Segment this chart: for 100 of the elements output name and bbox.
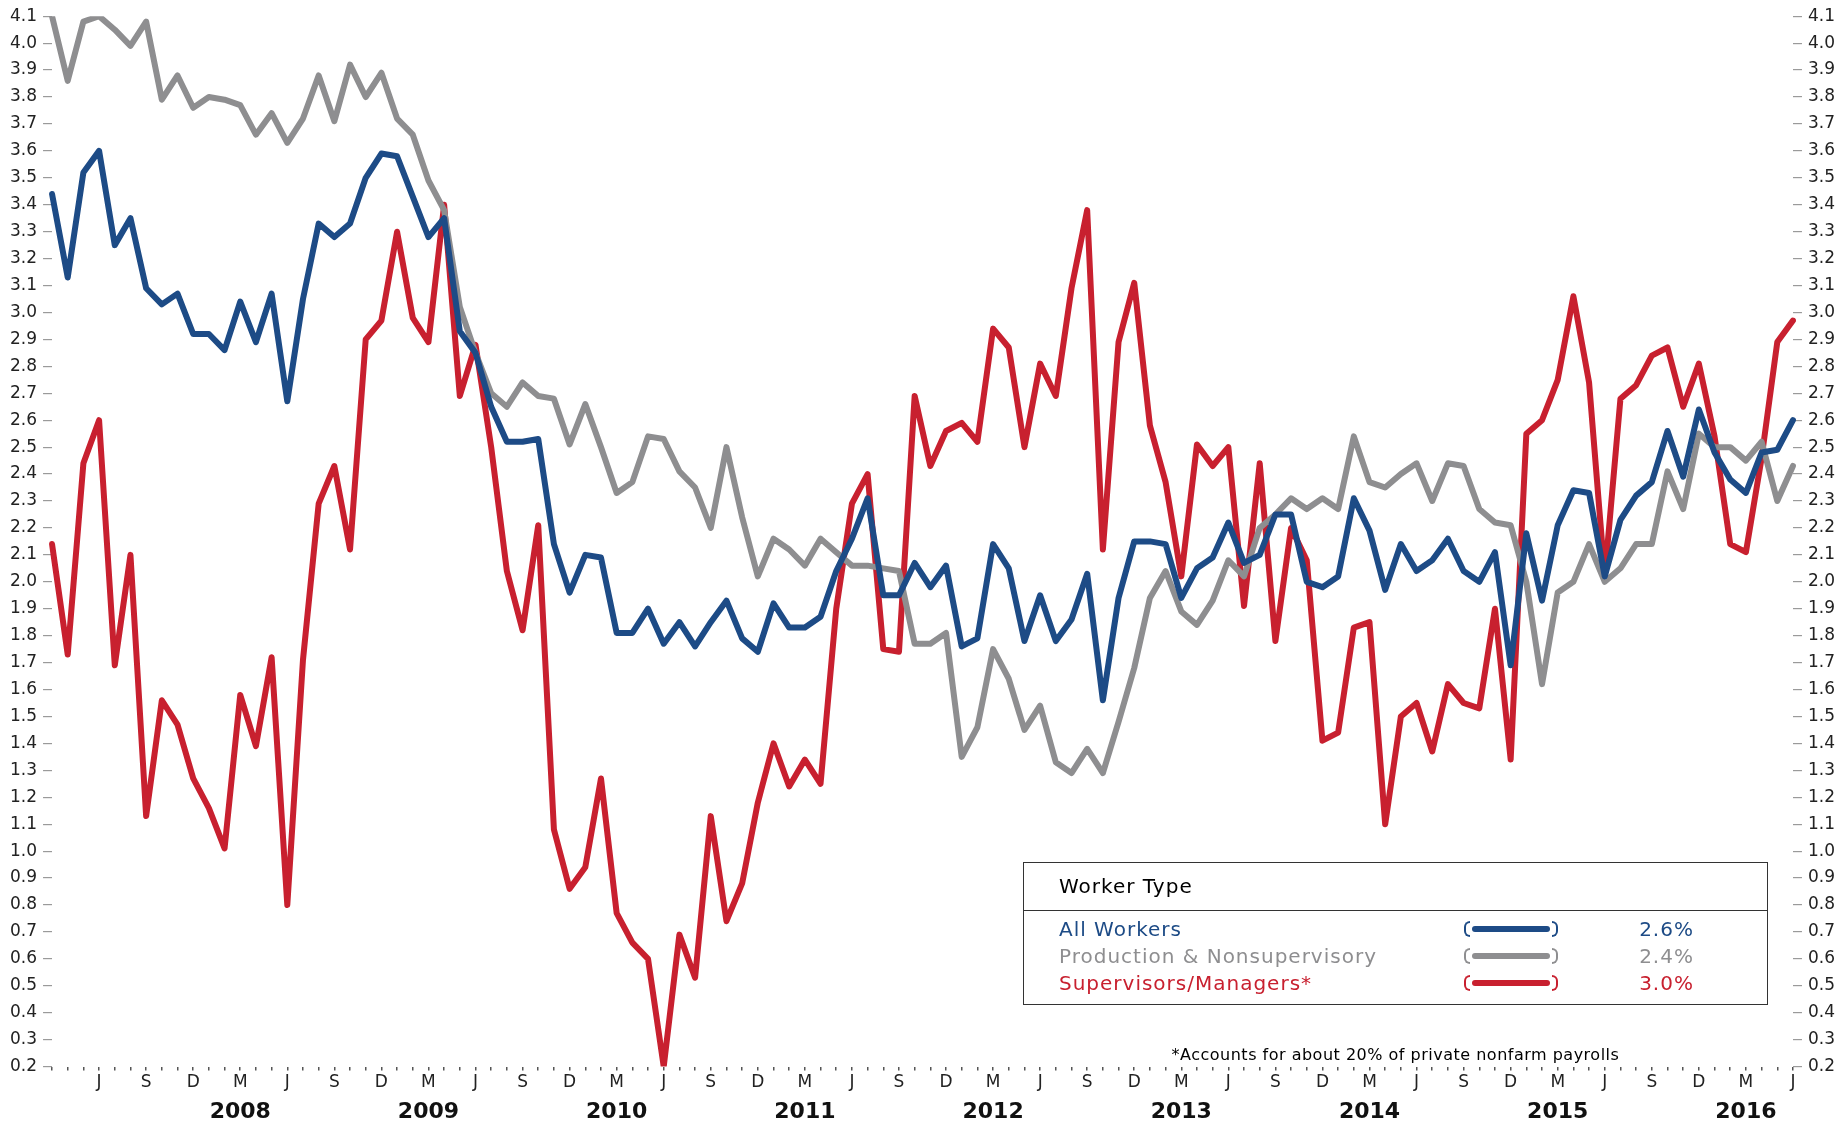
- y2-tick-label: 3.4: [1807, 193, 1836, 214]
- annotation: 2.6%: [1638, 917, 1694, 942]
- y2-tick-label: 2.8: [1807, 354, 1836, 375]
- y2-tick-label: 0.9: [1807, 866, 1836, 887]
- category-label: M 2016: [1715, 1071, 1777, 1123]
- x-tick-label: S: [1269, 1071, 1281, 1092]
- x-tick-label: J: [848, 1071, 855, 1092]
- y-tick-label: 2.9: [9, 327, 38, 348]
- y-tick-label: 3.6: [9, 139, 38, 160]
- y2-tick-label: 1.8: [1807, 624, 1836, 645]
- y2-tick-label: 2.9: [1807, 327, 1836, 348]
- x-tick-label: J: [1601, 1071, 1608, 1092]
- text: Supervisors/Managers*: [1057, 971, 1314, 996]
- y-tick-label: 3.4: [9, 193, 38, 214]
- annotation: 3.0%: [1638, 971, 1694, 996]
- x-tick-label: D: [1315, 1071, 1329, 1092]
- y-tick-label: 1.9: [9, 597, 38, 618]
- y-tick-label: 2.2: [9, 516, 38, 537]
- y2-tick-label: 1.7: [1807, 651, 1836, 672]
- y2-tick-label: 0.8: [1807, 893, 1836, 914]
- category-label: M 2014: [1338, 1071, 1401, 1123]
- annotation: 2.4%: [1638, 944, 1694, 969]
- y2-tick-label: 3.6: [1807, 139, 1836, 160]
- x-tick-label: J: [1789, 1071, 1796, 1092]
- y-tick-label: 1.3: [9, 758, 38, 779]
- category-label: M 2013: [1150, 1071, 1212, 1123]
- y2-tick-label: 3.0: [1807, 300, 1836, 321]
- y2-tick-label: 3.9: [1807, 58, 1836, 79]
- y-tick-label: 3.7: [9, 112, 38, 133]
- y-tick-label: 2.7: [9, 381, 38, 402]
- annotation: *Accounts for about 20% of private nonfarm payrolls: [1170, 1044, 1621, 1064]
- y-tick-label: 1.5: [9, 704, 38, 725]
- x-tick-label: S: [517, 1071, 528, 1092]
- y-tick-label: 0.4: [9, 1001, 38, 1022]
- x-tick-label: J: [1413, 1071, 1420, 1092]
- x-tick-label: J: [1224, 1071, 1231, 1092]
- y2-tick-label: 1.6: [1807, 677, 1836, 698]
- y2-tick-label: 0.4: [1807, 1001, 1836, 1022]
- x-tick-label: J: [660, 1071, 667, 1092]
- y-tick-label: 0.9: [9, 866, 38, 887]
- category-label: M 2012: [962, 1071, 1024, 1123]
- x-tick-label: D: [1127, 1071, 1141, 1092]
- y2-tick-label: 4.0: [1807, 31, 1836, 52]
- x-tick-label: S: [1646, 1071, 1658, 1092]
- y2-tick-label: 0.3: [1807, 1028, 1836, 1049]
- x-tick-label: D: [1692, 1071, 1706, 1092]
- y-tick-label: 3.2: [9, 247, 38, 268]
- y-tick-label: 4.1: [9, 4, 38, 25]
- y2-tick-label: 2.3: [1807, 489, 1836, 510]
- y-tick-label: 2.8: [9, 354, 38, 375]
- y-tick-label: 3.3: [9, 220, 38, 241]
- y2-tick-label: 3.1: [1807, 273, 1836, 294]
- y-tick-label: 1.0: [9, 839, 38, 860]
- y-tick-label: 2.4: [9, 462, 38, 483]
- x-tick-label: S: [328, 1071, 340, 1092]
- y-tick-label: 3.1: [9, 273, 38, 294]
- y-tick-label: 0.8: [9, 893, 38, 914]
- y2-tick-label: 2.1: [1807, 543, 1836, 564]
- y-tick-label: 1.4: [9, 731, 38, 752]
- y-tick-label: 3.9: [9, 58, 38, 79]
- x-tick-label: D: [751, 1071, 765, 1092]
- x-tick-label: D: [186, 1071, 200, 1092]
- x-tick-label: S: [705, 1071, 717, 1092]
- y2-tick-label: 0.5: [1807, 974, 1836, 995]
- y2-tick-label: 2.0: [1807, 570, 1836, 591]
- y2-tick-label: 1.0: [1807, 839, 1836, 860]
- y-tick-label: 1.8: [9, 624, 38, 645]
- y2-tick-label: 2.4: [1807, 462, 1836, 483]
- x-tick-label: S: [140, 1071, 152, 1092]
- x-tick-label: S: [1081, 1071, 1093, 1092]
- x-tick-label: J: [1036, 1071, 1043, 1092]
- x-tick-label: S: [1458, 1071, 1469, 1092]
- y2-tick-label: 2.5: [1807, 435, 1836, 456]
- y-tick-label: 2.5: [9, 435, 38, 456]
- y-tick-label: 1.1: [9, 812, 38, 833]
- y2-tick-label: 1.4: [1807, 731, 1836, 752]
- y2-tick-label: 3.8: [1807, 85, 1836, 106]
- y2-tick-label: 2.7: [1807, 381, 1836, 402]
- y2-tick-label: 3.3: [1807, 220, 1836, 241]
- y2-tick-label: 1.1: [1807, 812, 1836, 833]
- y2-tick-label: 1.5: [1807, 704, 1836, 725]
- y2-tick-label: 1.2: [1807, 785, 1836, 806]
- x-tick-label: D: [939, 1071, 953, 1092]
- y-tick-label: 0.3: [9, 1028, 38, 1049]
- category-label: M 2011: [774, 1071, 836, 1123]
- y2-tick-label: 3.7: [1807, 112, 1836, 133]
- y-tick-label: 3.0: [9, 300, 38, 321]
- y-tick-label: 2.6: [9, 408, 38, 429]
- y2-tick-label: 0.2: [1807, 1055, 1836, 1076]
- category-label: M 2009: [397, 1071, 460, 1123]
- category-label: M 2015: [1527, 1071, 1589, 1123]
- legend-title: Worker Type: [1022, 861, 1768, 910]
- y-tick-label: 3.5: [9, 166, 38, 187]
- y2-tick-label: 4.1: [1807, 4, 1836, 25]
- text: All Workers: [1057, 917, 1183, 942]
- y-tick-label: 0.2: [9, 1055, 38, 1076]
- y-tick-label: 0.5: [9, 974, 38, 995]
- x-tick-label: D: [374, 1071, 388, 1092]
- y2-tick-label: 3.5: [1807, 166, 1836, 187]
- y-tick-label: 0.7: [9, 920, 38, 941]
